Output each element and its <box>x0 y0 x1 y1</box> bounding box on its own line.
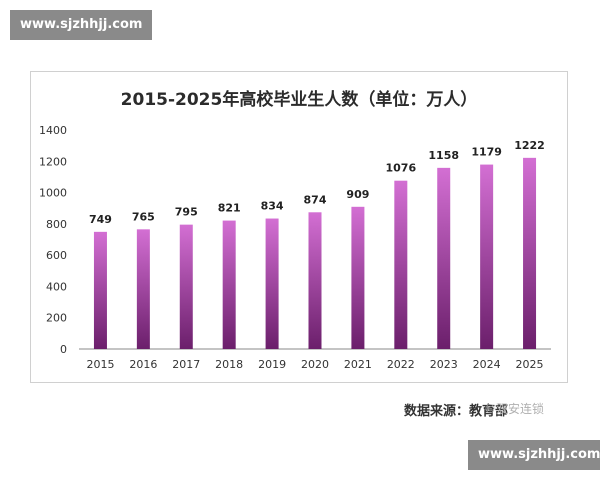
bar-2024 <box>480 164 494 349</box>
bar-2017 <box>179 224 193 349</box>
data-label-2023: 1158 <box>428 149 459 162</box>
bars <box>93 157 537 349</box>
bar-2025 <box>523 157 537 349</box>
x-tick-label: 2020 <box>301 358 329 371</box>
y-tick-label: 0 <box>60 343 67 356</box>
y-tick-label: 400 <box>46 280 67 293</box>
x-tick-label: 2018 <box>215 358 243 371</box>
y-tick-label: 1200 <box>39 155 67 168</box>
source-watermark: ©双安连锁 <box>484 402 545 416</box>
bar-2021 <box>351 206 365 349</box>
x-axis: 2015 2016 2017 2018 2019 2020 2021 2022 2023 2024… <box>79 348 551 371</box>
chart-title: 2015-2025年高校毕业生人数（单位：万人） <box>121 89 478 110</box>
x-tick-label: 2021 <box>344 358 372 371</box>
data-label-2024: 1179 <box>471 146 502 159</box>
data-label-2015: 749 <box>89 213 112 226</box>
bar-2020 <box>308 212 322 349</box>
x-tick-label: 2023 <box>430 358 458 371</box>
x-tick-label: 2022 <box>387 358 415 371</box>
x-tick-label: 2025 <box>516 358 544 371</box>
bar-2023 <box>437 167 451 349</box>
x-tick-label: 2015 <box>86 358 114 371</box>
bar-2015 <box>93 231 107 349</box>
y-tick-label: 800 <box>46 218 67 231</box>
data-label-2021: 909 <box>346 188 369 201</box>
bar-2019 <box>265 218 279 349</box>
chart-frame: 2015-2025年高校毕业生人数（单位：万人） 0 200 400 600 800 10… <box>30 71 568 383</box>
data-label-2017: 795 <box>175 206 198 219</box>
data-label-2020: 874 <box>304 193 327 206</box>
bar-2018 <box>222 220 236 349</box>
data-label-2025: 1222 <box>514 139 545 152</box>
data-labels: 749 765 795 821 834 874 909 1076 1158 1179 1222 <box>89 139 545 226</box>
x-tick-label: 2024 <box>473 358 501 371</box>
y-tick-label: 1000 <box>39 187 67 200</box>
bar-2022 <box>394 180 408 349</box>
bar-2016 <box>136 229 150 349</box>
watermark-top: www.sjzhhjj.com <box>10 10 153 40</box>
data-label-2022: 1076 <box>386 162 417 175</box>
y-tick-label: 200 <box>46 312 67 325</box>
data-label-2019: 834 <box>261 200 284 213</box>
y-tick-label: 1400 <box>39 124 67 137</box>
x-tick-label: 2016 <box>129 358 157 371</box>
bar-chart: 2015-2025年高校毕业生人数（单位：万人） 0 200 400 600 800 10… <box>39 89 551 371</box>
x-tick-label: 2019 <box>258 358 286 371</box>
y-tick-label: 600 <box>46 249 67 262</box>
data-label-2018: 821 <box>218 202 241 215</box>
watermark-bottom: www.sjzhhjj.com <box>468 440 600 470</box>
data-label-2016: 765 <box>132 210 155 223</box>
x-tick-label: 2017 <box>172 358 200 371</box>
source-note: 数据来源：教育部 <box>404 404 509 419</box>
y-axis: 0 200 400 600 800 1000 1200 1400 <box>39 124 67 356</box>
